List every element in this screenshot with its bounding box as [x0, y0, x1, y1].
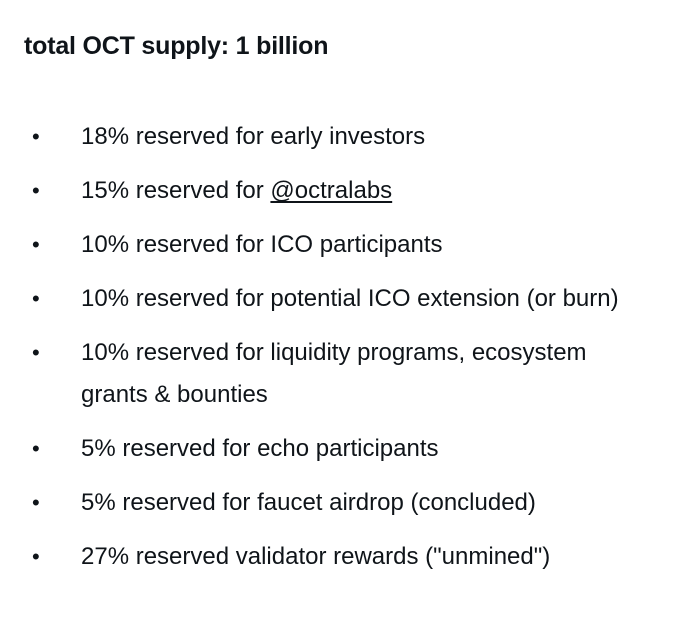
- allocation-list: • 18% reserved for early investors • 15%…: [0, 116, 679, 590]
- octralabs-mention-link[interactable]: @octralabs: [270, 177, 393, 204]
- list-item: • 10% reserved for liquidity programs, e…: [0, 332, 679, 416]
- list-item-text: 10% reserved for liquidity programs, eco…: [81, 339, 587, 408]
- list-item: • 15% reserved for @octralabs: [0, 170, 679, 212]
- bullet-icon: •: [32, 340, 40, 365]
- list-item-text: 10% reserved for potential ICO extension…: [81, 285, 619, 312]
- supply-heading: total OCT supply: 1 billion: [24, 32, 329, 60]
- list-item: • 10% reserved for potential ICO extensi…: [0, 278, 679, 320]
- bullet-icon: •: [32, 124, 40, 149]
- list-item: • 5% reserved for faucet airdrop (conclu…: [0, 482, 679, 524]
- bullet-icon: •: [32, 490, 40, 515]
- list-item: • 10% reserved for ICO participants: [0, 224, 679, 266]
- list-item-text: 15% reserved for: [81, 177, 271, 204]
- bullet-icon: •: [32, 232, 40, 257]
- list-item: • 5% reserved for echo participants: [0, 428, 679, 470]
- list-item-text: 18% reserved for early investors: [81, 123, 426, 150]
- list-item-text: 27% reserved validator rewards ("unmined…: [81, 543, 551, 570]
- list-item-text: 10% reserved for ICO participants: [81, 231, 443, 258]
- list-item: • 18% reserved for early investors: [0, 116, 679, 158]
- bullet-icon: •: [32, 544, 40, 569]
- list-item: • 27% reserved validator rewards ("unmin…: [0, 536, 679, 578]
- bullet-icon: •: [32, 436, 40, 461]
- list-item-text: 5% reserved for faucet airdrop (conclude…: [81, 489, 536, 516]
- bullet-icon: •: [32, 178, 40, 203]
- bullet-icon: •: [32, 286, 40, 311]
- list-item-text: 5% reserved for echo participants: [81, 435, 439, 462]
